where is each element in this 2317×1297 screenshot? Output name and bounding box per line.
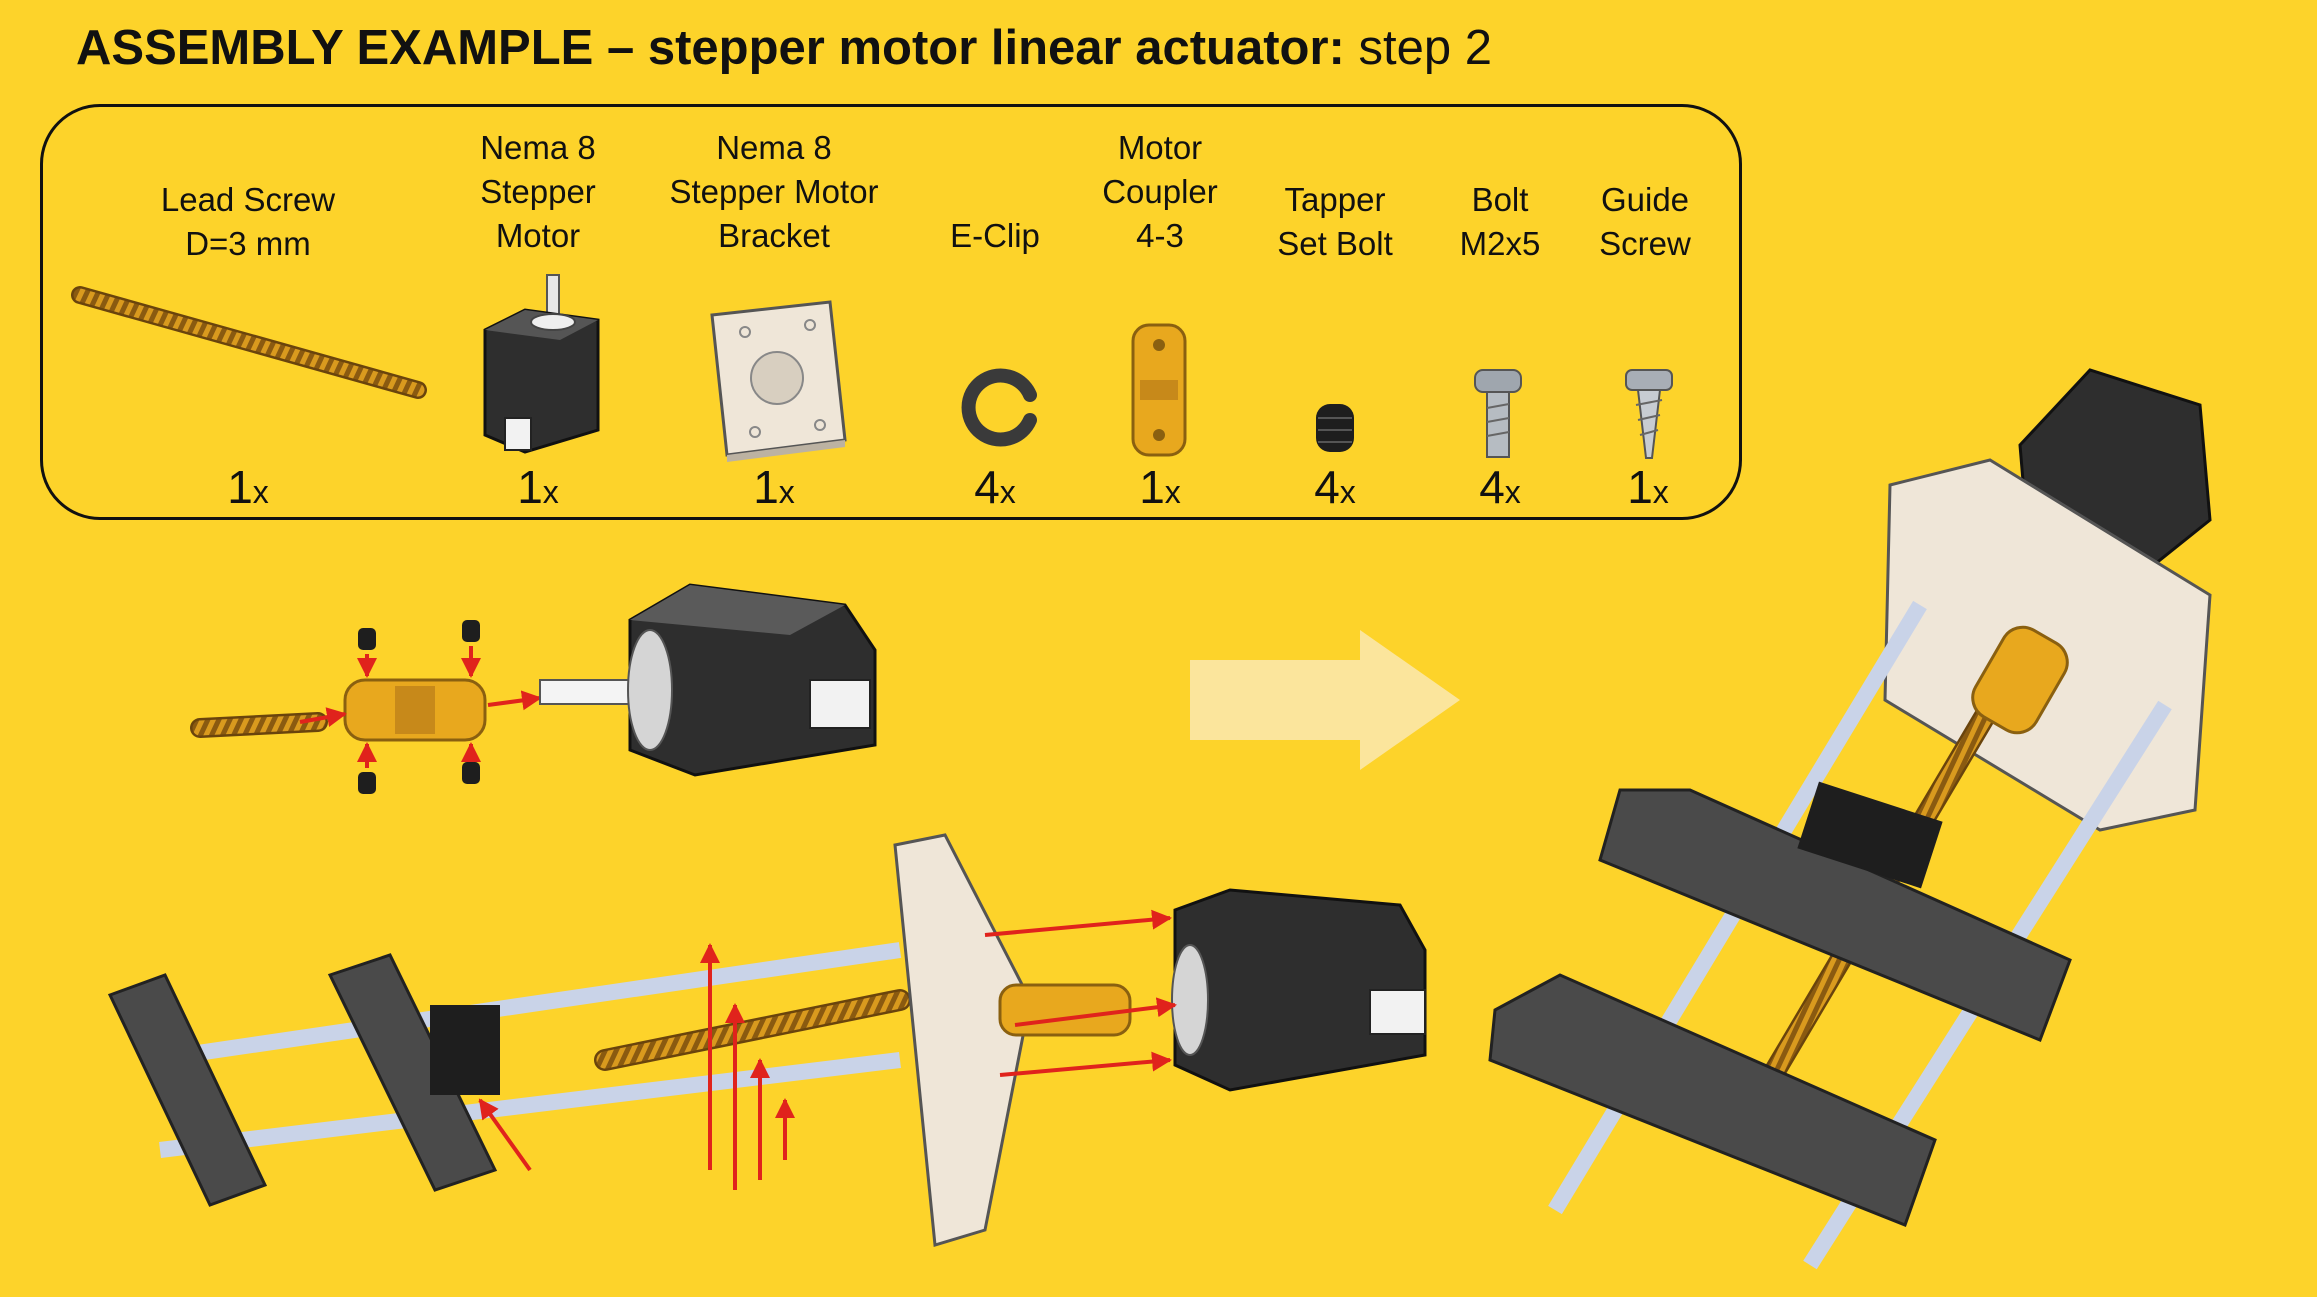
qty-unit: x bbox=[999, 474, 1016, 510]
qty-motor-coupler: 1x bbox=[1100, 462, 1220, 517]
part-label-stepper-motor: Nema 8 Stepper Motor bbox=[438, 126, 638, 258]
part-label-line: Motor bbox=[1117, 129, 1203, 166]
part-label-bolt: Bolt M2x5 bbox=[1430, 178, 1570, 266]
coupler-exploded-view bbox=[190, 583, 877, 794]
parts-list-panel bbox=[40, 104, 1742, 520]
stepper-motor-icon bbox=[483, 274, 600, 454]
e-clip-icon bbox=[961, 368, 1037, 447]
part-label-line: D=3 mm bbox=[185, 225, 311, 262]
qty-unit: x bbox=[1164, 474, 1181, 510]
part-label-line: Nema 8 bbox=[480, 129, 596, 166]
part-label-line: Tapper bbox=[1284, 181, 1386, 218]
set-bolt-icon bbox=[1316, 404, 1354, 452]
part-label-line: Guide bbox=[1600, 181, 1690, 218]
part-label-line: Bolt bbox=[1471, 181, 1529, 218]
qty-unit: x bbox=[1339, 474, 1356, 510]
qty-number: 4 bbox=[1314, 461, 1340, 513]
qty-guide-screw: 1x bbox=[1588, 462, 1708, 517]
qty-number: 1 bbox=[227, 461, 253, 513]
lead-screw-icon bbox=[71, 286, 427, 399]
qty-number: 1 bbox=[517, 461, 543, 513]
qty-number: 1 bbox=[1627, 461, 1653, 513]
part-label-motor-coupler: Motor Coupler 4-3 bbox=[1080, 126, 1240, 258]
qty-number: 4 bbox=[1479, 461, 1505, 513]
part-label-line: Stepper bbox=[480, 173, 596, 210]
part-label-line: Nema 8 bbox=[716, 129, 832, 166]
part-label-line: Stepper Motor bbox=[669, 173, 879, 210]
qty-number: 1 bbox=[753, 461, 779, 513]
qty-unit: x bbox=[1504, 474, 1521, 510]
motor-bracket-icon bbox=[710, 300, 847, 462]
qty-stepper-motor: 1x bbox=[478, 462, 598, 517]
part-label-line: Set Bolt bbox=[1277, 225, 1393, 262]
qty-set-bolt: 4x bbox=[1275, 462, 1395, 517]
part-label-motor-bracket: Nema 8 Stepper Motor Bracket bbox=[644, 126, 904, 258]
part-label-set-bolt: Tapper Set Bolt bbox=[1255, 178, 1415, 266]
part-label-e-clip: E-Clip bbox=[920, 214, 1070, 258]
motor-coupler-icon bbox=[1131, 323, 1187, 457]
guide-screw-icon bbox=[1625, 369, 1673, 459]
transition-arrow-icon bbox=[1190, 630, 1460, 770]
qty-unit: x bbox=[252, 474, 269, 510]
qty-unit: x bbox=[542, 474, 559, 510]
qty-lead-screw: 1x bbox=[188, 462, 308, 517]
qty-motor-bracket: 1x bbox=[714, 462, 834, 517]
qty-number: 4 bbox=[974, 461, 1000, 513]
qty-e-clip: 4x bbox=[935, 462, 1055, 517]
title-colon: : bbox=[1328, 21, 1345, 75]
part-label-lead-screw: Lead Screw D=3 mm bbox=[138, 178, 358, 266]
qty-unit: x bbox=[778, 474, 795, 510]
title-main: ASSEMBLY EXAMPLE – stepper motor linear … bbox=[76, 21, 1329, 75]
part-label-line: E-Clip bbox=[950, 217, 1040, 254]
title-step: step 2 bbox=[1344, 21, 1492, 75]
actuator-exploded-view bbox=[107, 833, 1427, 1247]
bolt-icon bbox=[1474, 369, 1522, 458]
part-label-line: Screw bbox=[1599, 225, 1691, 262]
part-label-line: Bracket bbox=[718, 217, 830, 254]
qty-bolt: 4x bbox=[1440, 462, 1560, 517]
part-label-line: Motor bbox=[495, 217, 581, 254]
actuator-assembled-view bbox=[1488, 368, 2212, 1270]
part-label-line: Lead Screw bbox=[160, 181, 336, 218]
qty-unit: x bbox=[1652, 474, 1669, 510]
part-label-line: Coupler bbox=[1102, 173, 1218, 210]
part-label-line: M2x5 bbox=[1459, 225, 1541, 262]
qty-number: 1 bbox=[1139, 461, 1165, 513]
part-label-line: 4-3 bbox=[1136, 217, 1184, 254]
part-label-guide-screw: Guide Screw bbox=[1580, 178, 1710, 266]
page-title: ASSEMBLY EXAMPLE – stepper motor linear … bbox=[76, 20, 1492, 76]
